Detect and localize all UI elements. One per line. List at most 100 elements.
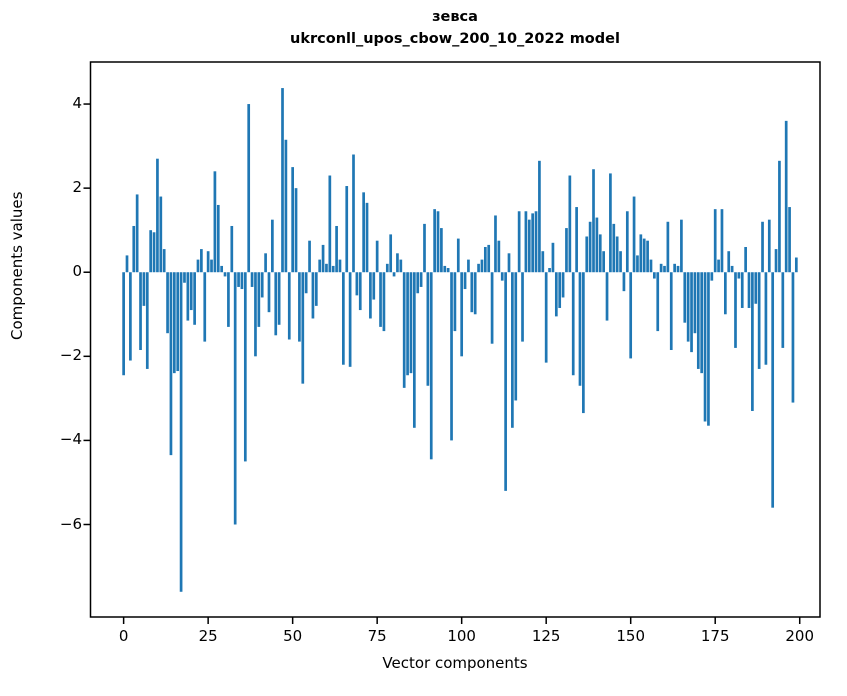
bar [676,265,680,273]
bar [646,240,649,273]
bar [470,272,474,313]
bar [156,158,159,273]
x-tick-label: 100 [447,627,476,645]
bar [771,272,775,508]
bar [227,272,230,327]
bar [362,192,365,273]
bar [260,272,264,298]
axes-frame [89,61,821,618]
bar [592,169,595,273]
bar [328,175,332,273]
bar [683,272,687,323]
bar [473,272,477,315]
bar [456,238,460,273]
bar [757,272,761,369]
bar [399,259,403,273]
bar [149,230,153,273]
bar [578,272,582,386]
bar [193,272,196,325]
bar [713,209,717,273]
bar [159,196,163,273]
bar [267,272,271,313]
bar [571,272,575,376]
bar [632,196,636,273]
bar [609,173,612,273]
bar [605,272,609,321]
bar [453,272,457,332]
x-tick-label: 125 [531,627,561,645]
y-tick-label: −4 [59,430,82,449]
bar [734,272,737,348]
bar [314,272,318,306]
bar [538,160,541,273]
bar [247,104,251,273]
bar [686,272,690,342]
y-tick-label: 0 [72,262,82,281]
x-axis-label: Vector components [382,654,528,672]
x-tick-label: 150 [616,627,645,645]
bar [389,234,393,273]
bar [744,247,747,273]
bar [132,225,136,273]
bar [595,217,599,273]
bar [490,272,494,344]
bar [531,213,535,273]
bar [301,272,305,384]
bar [500,272,504,281]
bar [122,272,125,376]
bar [514,272,518,401]
bar [203,272,207,342]
bar [172,272,176,374]
bar [764,272,768,365]
bar [558,272,562,308]
bar [737,272,741,279]
bar [264,253,267,273]
chart-title: зевса [432,9,478,25]
bar [423,223,426,273]
bar [281,88,284,273]
bar [680,219,683,273]
x-tick-label: 175 [700,627,730,645]
bar [189,272,193,311]
bar [463,272,467,290]
bar [162,249,166,273]
bar [372,272,376,300]
bar [561,272,565,298]
bar [406,272,409,376]
bar [409,272,413,374]
bar [754,272,758,304]
bar [504,272,507,491]
bar [304,272,308,294]
bar [429,272,433,460]
bar [774,249,778,273]
x-tick-label: 50 [283,627,303,645]
bar [507,253,511,273]
bar [379,272,382,327]
bar [396,253,399,273]
bar [653,272,656,279]
bar [206,251,210,273]
bar [365,202,369,273]
bar [740,272,744,308]
bar [294,188,298,273]
bar [416,272,420,294]
bar [636,255,639,273]
bar [426,272,430,386]
bar [375,240,379,273]
bar [781,272,785,348]
bar [139,272,142,351]
bar [524,211,528,273]
bar [747,272,751,308]
bar [183,272,186,283]
bar [284,139,288,273]
bar [598,234,602,273]
bar [751,272,754,411]
bar [443,265,447,273]
bar [497,240,501,273]
bar [585,236,589,273]
bar [710,272,714,281]
bar [169,272,173,456]
bar [287,272,291,340]
bar [129,272,132,361]
bar [311,272,315,319]
